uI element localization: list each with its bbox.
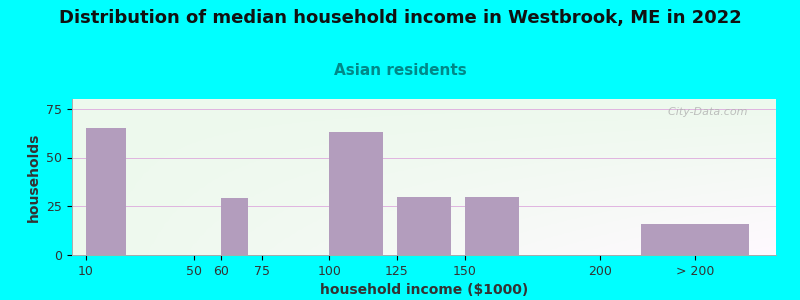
X-axis label: household income ($1000): household income ($1000) <box>320 283 528 297</box>
Bar <box>86 128 126 255</box>
Bar <box>465 196 518 255</box>
Text: Asian residents: Asian residents <box>334 63 466 78</box>
Bar <box>330 132 383 255</box>
Bar <box>221 199 248 255</box>
Text: Distribution of median household income in Westbrook, ME in 2022: Distribution of median household income … <box>58 9 742 27</box>
Y-axis label: households: households <box>26 132 41 222</box>
Text: City-Data.com: City-Data.com <box>662 107 748 117</box>
Bar <box>641 224 749 255</box>
Bar <box>397 196 451 255</box>
